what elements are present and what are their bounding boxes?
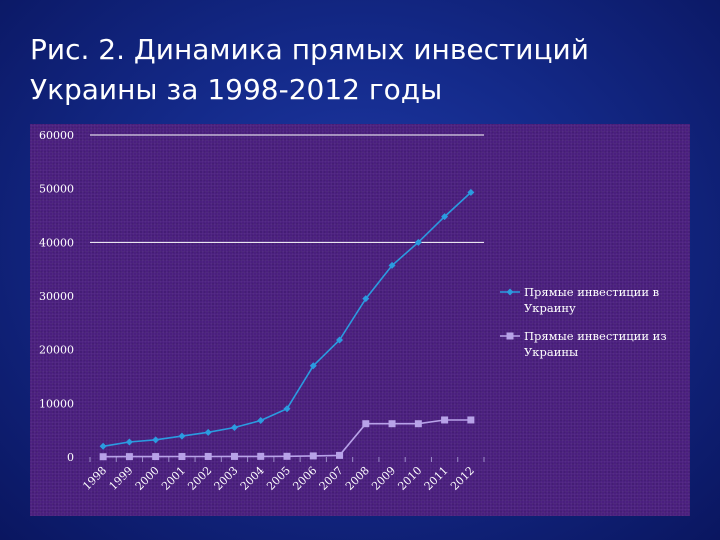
legend-item-investments-in: Прямые инвестиции в Украину [500,284,685,316]
series-2-point [99,453,107,461]
series-2-point [125,453,133,461]
x-tick-label: 2003 [212,464,241,493]
series-1-point [283,405,291,413]
x-tick-label: 2008 [343,464,372,493]
x-tick-label: 2001 [159,464,188,493]
series-1-point [125,438,133,446]
chart-legend: Прямые инвестиции в Украину Прямые инвес… [500,284,685,372]
x-tick-label: 1998 [80,464,109,493]
series-1-point [309,362,317,370]
legend-label-investments-in: Прямые инвестиции в Украину [524,285,660,315]
series-2-point [283,452,291,460]
series-1-point [257,417,265,425]
x-tick-label: 2002 [185,464,214,493]
series-2-point [414,420,422,428]
x-tick-label: 2004 [238,464,267,493]
y-tick-label: 20000 [39,344,74,357]
chart-panel: 0 10000 20000 30000 40000 50000 60000 1998 1999 2… [30,124,690,516]
line-chart: 0100002000030000400005000060000199819992… [39,129,485,493]
x-tick-label: 2009 [369,464,398,493]
x-tick-label: 2000 [133,464,162,493]
x-tick-label: 2006 [290,464,319,493]
series-2-point [441,416,449,424]
slide-title: Рис. 2. Динамика прямых инвестиций Украи… [30,30,700,110]
x-tick-label: 2005 [264,464,293,493]
series-2-point [178,453,186,461]
series-1-point [414,238,422,246]
slide-title-line1: Рис. 2. Динамика прямых инвестиций [30,33,589,66]
y-tick-label: 10000 [39,397,74,410]
series-1-point [230,423,238,431]
series-1-point [99,442,107,450]
y-tick-label: 0 [67,451,74,464]
legend-label-investments-out: Прямые инвестиции из Украины [524,329,667,359]
x-tick-label: 2011 [422,464,451,493]
series-1-point [388,261,396,269]
legend-swatch-square-icon [500,332,520,340]
x-tick-label: 2012 [448,464,477,493]
series-1-point [152,436,160,444]
series-2-point [204,452,212,460]
y-tick-label: 30000 [39,290,74,303]
legend-swatch-diamond-icon [500,288,520,296]
y-tick-label: 40000 [39,236,74,249]
series-1-point [178,432,186,440]
series-2-point [257,452,265,460]
series-2-point [230,452,238,460]
y-tick-label: 60000 [39,129,74,142]
series-2-point [152,453,160,461]
series-2-point [362,420,370,428]
series-1-point [467,188,475,196]
x-tick-label: 2007 [317,464,346,493]
series-2-point [467,416,475,424]
series-1-point [336,336,344,344]
legend-item-investments-out: Прямые инвестиции из Украины [500,328,685,360]
series-1-point [362,295,370,303]
series-2-point [336,451,344,459]
series-1-point [441,213,449,221]
series-2-point [388,420,396,428]
series-1-point [204,428,212,436]
x-tick-label: 1999 [107,464,136,493]
slide-title-line2: Украины за 1998-2012 годы [30,73,443,106]
series-2-point [309,452,317,460]
y-tick-label: 50000 [39,183,74,196]
x-tick-label: 2010 [395,464,424,493]
